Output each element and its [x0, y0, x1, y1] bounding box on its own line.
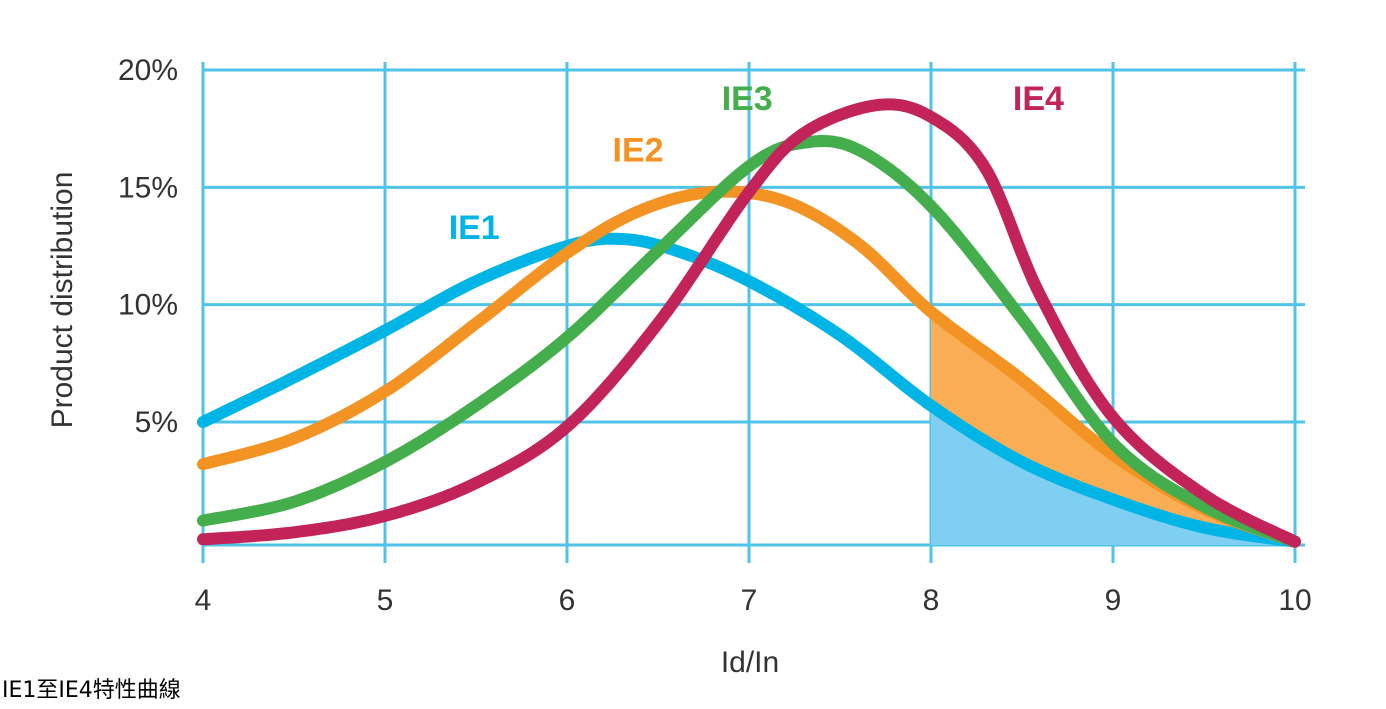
- series-label-ie4: IE4: [1013, 80, 1064, 118]
- x-tick-label: 5: [377, 584, 394, 617]
- series-line-ie1: [197, 232, 1301, 548]
- y-tick-label: 10%: [118, 289, 178, 322]
- x-tick-label: 4: [195, 584, 212, 617]
- series-label-ie2: IE2: [613, 132, 664, 170]
- y-tick-label: 15%: [118, 171, 178, 204]
- x-tick-label: 6: [559, 584, 576, 617]
- x-tick-label: 10: [1278, 584, 1311, 617]
- y-tick-label: 5%: [135, 406, 178, 439]
- y-tick-label: 20%: [118, 54, 178, 87]
- y-axis-title: Product distribution: [46, 172, 79, 429]
- figure-caption: IE1至IE4特性曲線: [2, 678, 181, 703]
- series-label-ie3: IE3: [722, 80, 773, 118]
- x-tick-label: 9: [1105, 584, 1122, 617]
- x-axis-title: Id/In: [721, 646, 779, 679]
- series-label-ie1: IE1: [449, 209, 500, 247]
- tick-labels: 4 5 6 7 8 9 10 5% 10% 15% 20%: [118, 54, 1312, 617]
- x-tick-label: 7: [741, 584, 758, 617]
- series-lines: [197, 98, 1301, 548]
- shaded-area-ie1: [931, 405, 1295, 545]
- x-tick-label: 8: [923, 584, 940, 617]
- series-labels: IE1 IE2 IE3 IE4: [449, 80, 1064, 247]
- series-line-ie4: [197, 98, 1301, 548]
